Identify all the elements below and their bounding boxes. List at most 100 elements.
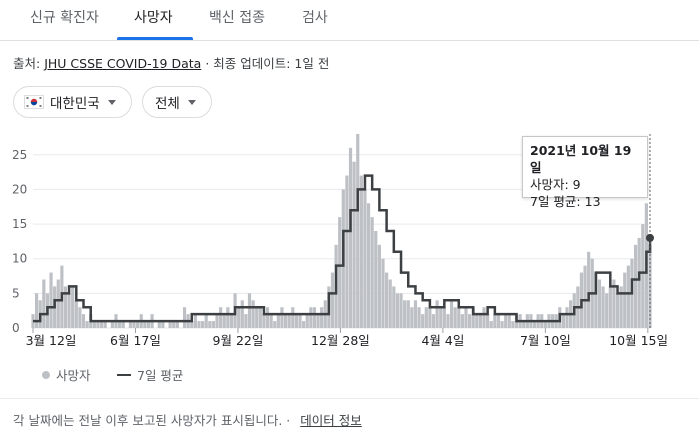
bar: [136, 321, 140, 328]
bar: [392, 286, 396, 328]
bar: [283, 314, 288, 328]
bar: [197, 321, 201, 328]
bar: [583, 265, 587, 328]
bar: [193, 314, 197, 328]
bar: [471, 307, 475, 328]
bar: [370, 217, 374, 328]
deaths-chart[interactable]: 0 5 10 15 20 25 3월 12일 6월 17일 9월 22일 12월 28일 4월 4일…: [0, 128, 699, 358]
bar: [522, 321, 526, 328]
region-label: 전체: [155, 96, 180, 112]
bar: [615, 293, 620, 328]
bar: [200, 321, 205, 328]
bar: [71, 286, 75, 328]
bar: [356, 134, 360, 328]
bar: [504, 314, 508, 328]
bar: [608, 286, 612, 328]
legend-deaths-label: 사망자: [56, 368, 91, 383]
tooltip-deaths: 사망자: 9: [530, 177, 581, 192]
bar: [222, 314, 226, 328]
x-tick-label: 6월 17일: [110, 333, 161, 348]
footer-text: 각 날짜에는 전날 이후 보고된 사망자가 표시됩니다. ·: [13, 413, 291, 428]
bar: [460, 314, 464, 328]
legend-average: 7일 평균: [117, 365, 183, 384]
y-tick-label: 5: [12, 286, 20, 300]
bar: [587, 251, 591, 328]
bar: [103, 321, 107, 328]
bar: [78, 307, 82, 328]
bar: [424, 307, 428, 328]
bar: [63, 286, 68, 328]
bar: [363, 189, 367, 328]
bar: [486, 314, 490, 328]
bar: [312, 307, 317, 328]
chart-tooltip: 2021년 10월 19일 사망자: 9 7일 평균: 13: [522, 136, 648, 209]
tab-vaccination[interactable]: 백신 접종: [209, 10, 265, 26]
bar: [385, 272, 389, 328]
bar: [128, 321, 133, 328]
bar: [410, 307, 414, 328]
bar: [287, 314, 291, 328]
bar: [431, 314, 436, 328]
bar: [453, 307, 457, 328]
bar: [605, 293, 609, 328]
y-tick-label: 25: [12, 148, 27, 162]
country-label: 대한민국: [50, 96, 100, 112]
x-tick-label: 9월 22일: [213, 333, 264, 348]
bar: [56, 279, 60, 328]
tab-new-cases[interactable]: 신규 확진자: [30, 10, 99, 26]
bar: [594, 272, 598, 328]
bar: [467, 314, 472, 328]
bar: [190, 321, 194, 328]
bar: [146, 321, 151, 328]
bar: [511, 321, 515, 328]
bar: [352, 161, 356, 328]
region-dropdown[interactable]: 전체: [142, 86, 212, 118]
x-tick-label: 12월 28일: [311, 333, 370, 348]
divider: [0, 398, 699, 399]
bar: [298, 314, 302, 328]
bar: [132, 321, 136, 328]
bar: [143, 321, 147, 328]
bar: [565, 307, 569, 328]
bar: [457, 307, 461, 328]
bar: [601, 286, 605, 328]
bar: [381, 258, 385, 328]
y-tick-label: 10: [12, 252, 27, 266]
country-dropdown[interactable]: 대한민국: [13, 86, 132, 118]
bar: [309, 307, 313, 328]
bar: [366, 203, 371, 328]
bar: [403, 300, 407, 328]
bar: [255, 307, 259, 328]
footer-note: 각 날짜에는 전날 이후 보고된 사망자가 표시됩니다. · 데이터 정보: [13, 410, 362, 429]
tab-bar: 신규 확진자 사망자 백신 접종 검사: [0, 0, 699, 41]
source-line: 출처: JHU CSSE COVID-19 Data · 최종 업데이트: 1일…: [13, 53, 329, 72]
bar: [262, 314, 266, 328]
bar: [96, 321, 100, 328]
bar: [439, 307, 443, 328]
bar: [543, 321, 547, 328]
tab-testing[interactable]: 검사: [302, 10, 328, 26]
bar: [42, 279, 46, 328]
source-link[interactable]: JHU CSSE COVID-19 Data: [44, 56, 202, 71]
bar: [377, 244, 381, 328]
bar: [374, 231, 378, 328]
bar: [489, 321, 493, 328]
bar: [67, 293, 71, 328]
bar: [478, 314, 483, 328]
bar: [475, 314, 479, 328]
bar: [623, 272, 627, 328]
bar: [269, 314, 273, 328]
tooltip-average: 7일 평균: 13: [530, 194, 601, 209]
chevron-down-icon: [107, 99, 116, 105]
bar: [280, 307, 284, 328]
bar: [204, 314, 208, 328]
tooltip-date: 2021년 10월 19일: [530, 143, 632, 175]
bar: [211, 321, 216, 328]
bar: [428, 307, 432, 328]
legend-average-label: 7일 평균: [137, 368, 184, 383]
data-info-link[interactable]: 데이터 정보: [300, 413, 362, 428]
tab-deaths[interactable]: 사망자: [134, 10, 173, 26]
bar: [175, 321, 179, 328]
bar: [302, 321, 306, 328]
bar: [464, 307, 468, 328]
